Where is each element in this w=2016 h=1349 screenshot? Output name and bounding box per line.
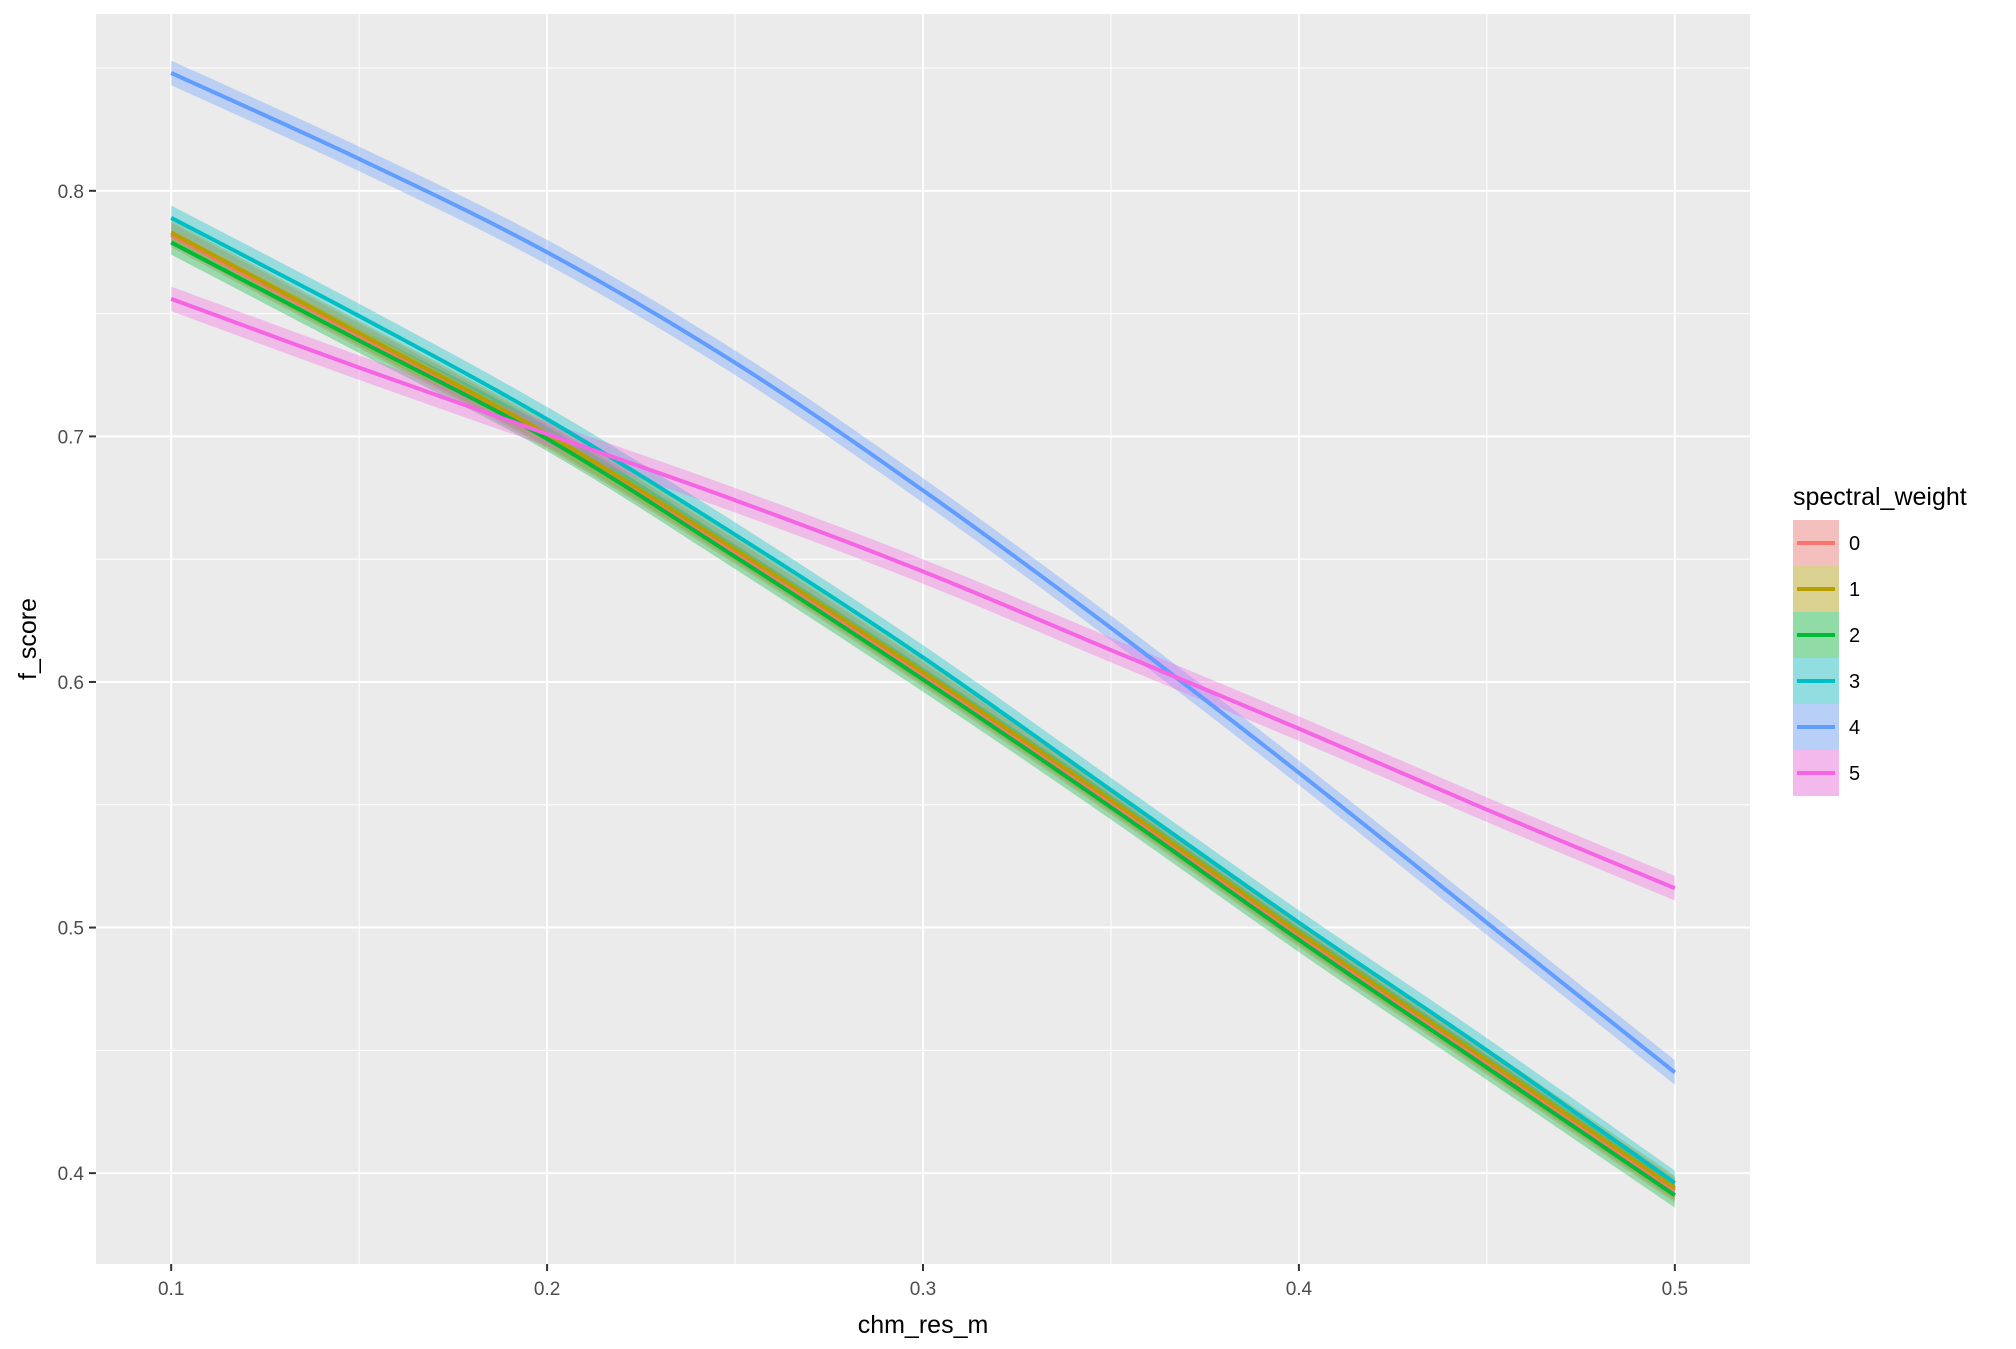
confidence-band-1	[171, 220, 1675, 1201]
confidence-band-3	[171, 205, 1675, 1196]
series-line-3	[170, 216, 1676, 1185]
legend-label-3: 3	[1849, 671, 1860, 693]
series-line-0	[170, 233, 1676, 1192]
y-tick-label: 0.4	[58, 1164, 85, 1185]
y-tick-label: 0.7	[58, 427, 84, 448]
legend-items: 0 1 2 3 4 5	[1793, 520, 1860, 796]
x-axis-title: chm_res_m	[858, 1311, 989, 1339]
x-tick-label: 0.3	[910, 1279, 936, 1300]
y-axis-title: f_score	[14, 598, 42, 680]
series-line-4	[170, 71, 1677, 1075]
x-tick-label: 0.2	[534, 1279, 560, 1300]
legend-label-4: 4	[1849, 717, 1860, 739]
legend-label-2: 2	[1849, 625, 1860, 647]
y-tick-label: 0.8	[58, 182, 84, 203]
legend-label-5: 5	[1849, 763, 1860, 785]
y-tick-label: 0.6	[58, 673, 84, 694]
x-tick-label: 0.1	[158, 1279, 184, 1300]
y-axis-ticks: 0.4 0.5 0.6 0.7 0.8	[58, 182, 96, 1185]
confidence-band-2	[171, 230, 1675, 1208]
x-axis-ticks: 0.1 0.2 0.3 0.4 0.5	[158, 1264, 1688, 1300]
x-tick-label: 0.5	[1662, 1279, 1688, 1300]
series-lines	[170, 71, 1677, 1197]
legend-label-1: 1	[1849, 579, 1860, 601]
legend-title: spectral_weight	[1793, 483, 1967, 511]
series-line-1	[170, 230, 1676, 1190]
x-tick-label: 0.4	[1286, 1279, 1313, 1300]
series-line-5	[170, 296, 1676, 891]
y-tick-label: 0.5	[58, 919, 84, 940]
grid-lines	[96, 14, 1750, 1264]
legend-label-0: 0	[1849, 533, 1860, 555]
legend: spectral_weight 0 1 2 3 4 5	[1793, 483, 1967, 796]
series-line-2	[170, 240, 1676, 1197]
